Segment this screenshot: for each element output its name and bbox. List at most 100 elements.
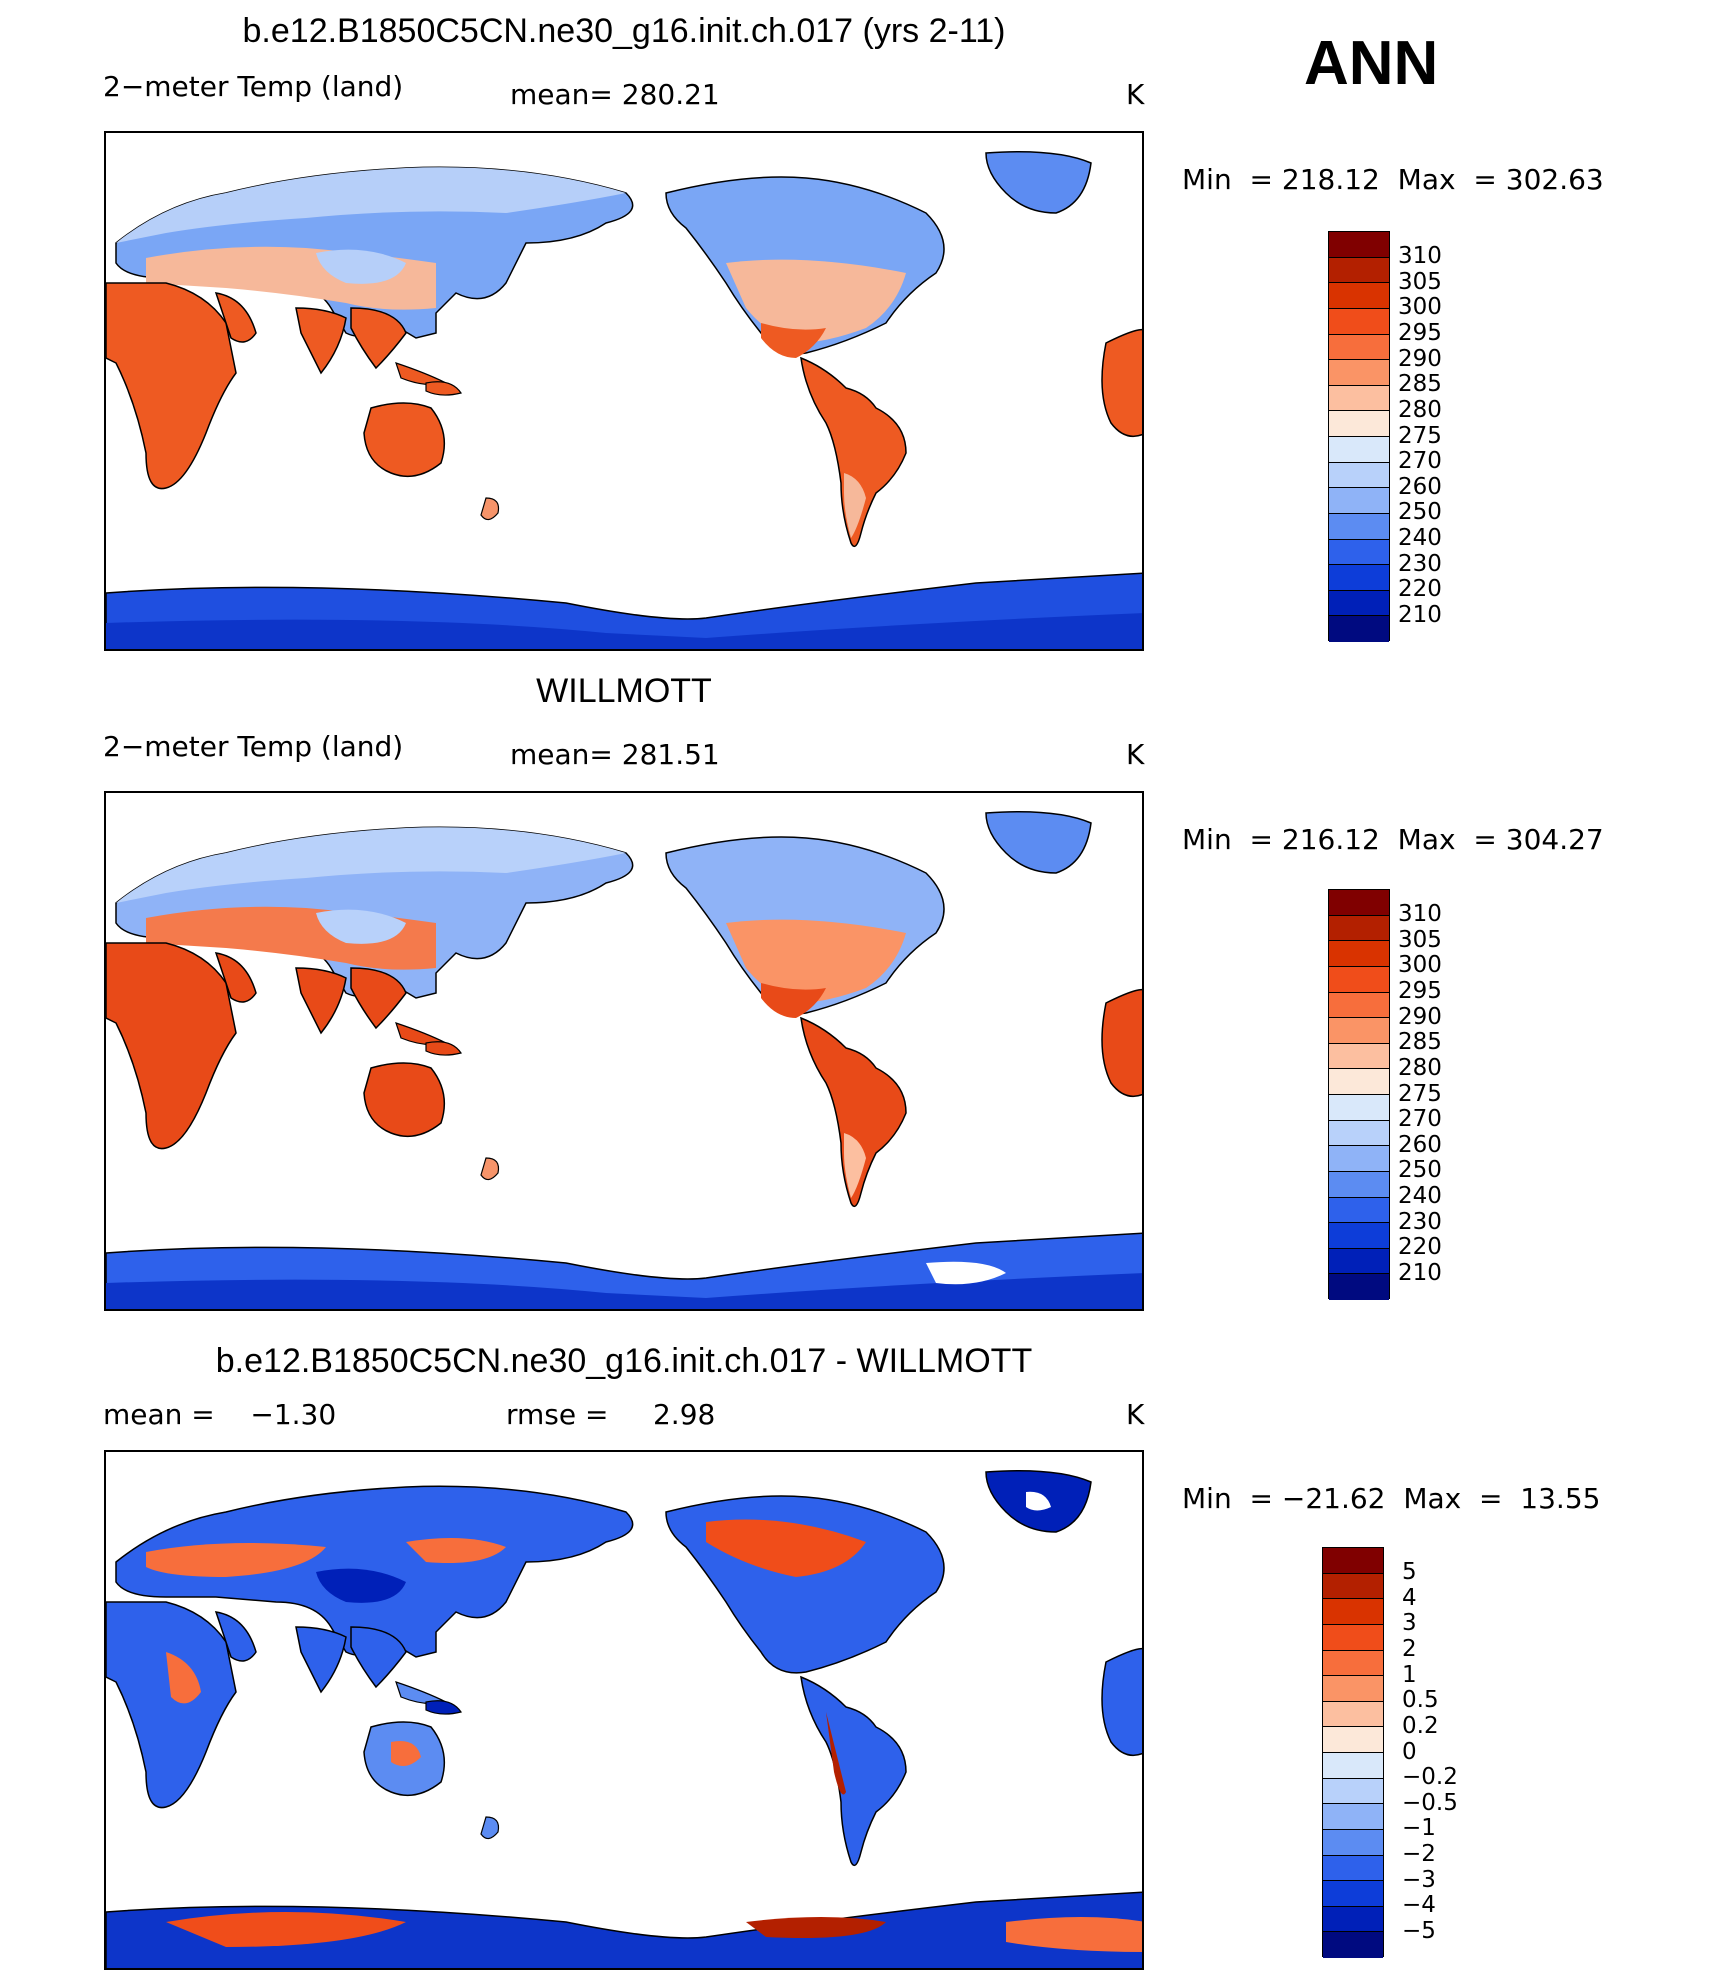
- colorbar-swatch: [1329, 966, 1389, 993]
- panel-2-map: [104, 791, 1144, 1311]
- colorbar-swatch: [1329, 411, 1389, 437]
- min-label: Min: [1182, 163, 1232, 196]
- min-equals: =: [1249, 163, 1273, 196]
- max-label: Max: [1403, 1482, 1462, 1515]
- colorbar-swatch: [1323, 1573, 1383, 1600]
- colorbar-tick-label: 280: [1398, 1054, 1442, 1081]
- colorbar-tick-label: 300: [1398, 952, 1442, 979]
- colorbar-tick-label: 275: [1398, 422, 1442, 449]
- colorbar-tick-label: 0: [1402, 1738, 1417, 1765]
- colorbar-swatch: [1323, 1855, 1383, 1882]
- season-label: ANN: [1304, 29, 1439, 98]
- panel-2-title: WILLMOTT: [536, 672, 712, 710]
- colorbar-swatch: [1323, 1932, 1383, 1958]
- colorbar-tick-label: 290: [1398, 1003, 1442, 1030]
- min-equals: =: [1249, 1482, 1273, 1515]
- colorbar-swatch: [1329, 590, 1389, 617]
- colorbar-swatch: [1323, 1804, 1383, 1830]
- colorbar-tick-label: 250: [1398, 499, 1442, 526]
- colorbar-swatch: [1329, 915, 1389, 942]
- colorbar-tick-label: 240: [1398, 525, 1442, 551]
- colorbar-tick-label: 4: [1402, 1584, 1417, 1611]
- colorbar-swatch: [1329, 257, 1389, 284]
- colorbar-tick-label: 270: [1398, 1106, 1442, 1133]
- colorbar-tick-label: 3: [1402, 1610, 1417, 1637]
- max-value: 13.55: [1520, 1482, 1601, 1515]
- colorbar-swatch: [1323, 1753, 1383, 1779]
- colorbar-swatch: [1329, 1248, 1389, 1275]
- panel-1-map: [104, 131, 1144, 651]
- colorbar-tick-label: 280: [1398, 396, 1442, 423]
- colorbar-swatch: [1329, 992, 1389, 1019]
- max-value: 304.27: [1505, 823, 1604, 856]
- colorbar-swatch: [1329, 941, 1389, 967]
- colorbar-tick-label: 305: [1398, 268, 1442, 295]
- panel-3-map: [104, 1450, 1144, 1970]
- colorbar-swatch: [1323, 1727, 1383, 1753]
- colorbar-swatch: [1329, 360, 1389, 386]
- colorbar-swatch: [1323, 1778, 1383, 1805]
- colorbar-tick-label: 0.2: [1402, 1712, 1439, 1739]
- colorbar-swatch: [1329, 539, 1389, 566]
- panel-2-variable-label: 2−meter Temp (land): [103, 730, 404, 763]
- panel-3-title: b.e12.B1850C5CN.ne30_g16.init.ch.017 - W…: [215, 1342, 1033, 1380]
- colorbar-tick-label: 2: [1402, 1636, 1417, 1662]
- colorbar-tick-label: −0.5: [1402, 1789, 1458, 1816]
- panel-3-map-graphic: [106, 1470, 1142, 1968]
- colorbar-tick-label: 275: [1398, 1080, 1442, 1107]
- colorbar-tick-label: 240: [1398, 1183, 1442, 1209]
- colorbar-tick-label: 290: [1398, 345, 1442, 372]
- colorbar-tick-label: 270: [1398, 448, 1442, 475]
- panel-1-title: b.e12.B1850C5CN.ne30_g16.init.ch.017 (yr…: [242, 12, 1006, 50]
- colorbar-tick-label: 285: [1398, 371, 1442, 398]
- panel-2-mean-label: mean= 281.51: [510, 738, 720, 771]
- colorbar-swatch: [1329, 513, 1389, 540]
- panel-1-map-graphic: [106, 151, 1142, 649]
- colorbar-swatch: [1329, 283, 1389, 309]
- colorbar-swatch: [1329, 385, 1389, 412]
- panel-3-rmse-label: rmse = 2.98: [506, 1398, 716, 1431]
- panel-1-variable-label: 2−meter Temp (land): [103, 70, 404, 103]
- panel-2-colorbar: [1328, 889, 1390, 1300]
- panel-2-units: K: [1126, 738, 1145, 771]
- colorbar-tick-label: 260: [1398, 1131, 1442, 1158]
- colorbar-swatch: [1329, 1018, 1389, 1044]
- max-label: Max: [1397, 823, 1456, 856]
- min-label: Min: [1182, 1482, 1232, 1515]
- colorbar-swatch: [1329, 890, 1389, 916]
- colorbar-swatch: [1329, 565, 1389, 591]
- colorbar-swatch: [1329, 437, 1389, 463]
- colorbar-swatch: [1329, 1171, 1389, 1198]
- colorbar-tick-label: 305: [1398, 926, 1442, 953]
- max-equals: =: [1473, 163, 1497, 196]
- colorbar-tick-label: 300: [1398, 294, 1442, 321]
- colorbar-tick-label: 220: [1398, 576, 1442, 603]
- colorbar-tick-label: 310: [1398, 243, 1442, 270]
- panel-2-minmax: Min = 216.12 Max = 304.27: [1182, 823, 1604, 856]
- panel-1-units: K: [1126, 78, 1145, 111]
- colorbar-swatch: [1329, 616, 1389, 642]
- colorbar-swatch: [1323, 1906, 1383, 1933]
- colorbar-swatch: [1329, 462, 1389, 489]
- colorbar-swatch: [1329, 1069, 1389, 1095]
- colorbar-swatch: [1323, 1881, 1383, 1907]
- colorbar-swatch: [1323, 1624, 1383, 1651]
- panel-3-colorbar: [1322, 1547, 1384, 1958]
- colorbar-swatch: [1329, 1095, 1389, 1121]
- max-equals: =: [1473, 823, 1497, 856]
- colorbar-swatch: [1329, 308, 1389, 335]
- min-value: −21.62: [1281, 1482, 1386, 1515]
- panel-3-units: K: [1126, 1398, 1145, 1431]
- panel-1-mean-label: mean= 280.21: [510, 78, 720, 111]
- min-equals: =: [1249, 823, 1273, 856]
- colorbar-tick-label: 285: [1398, 1029, 1442, 1056]
- colorbar-swatch: [1329, 1120, 1389, 1147]
- colorbar-tick-label: 230: [1398, 550, 1442, 577]
- colorbar-swatch: [1329, 488, 1389, 514]
- colorbar-tick-label: 1: [1402, 1661, 1417, 1688]
- colorbar-swatch: [1329, 1197, 1389, 1224]
- colorbar-tick-label: 295: [1398, 978, 1442, 1004]
- colorbar-tick-label: 5: [1402, 1559, 1417, 1586]
- min-value: 216.12: [1281, 823, 1380, 856]
- panel-3-minmax: Min = −21.62 Max = 13.55: [1182, 1482, 1600, 1515]
